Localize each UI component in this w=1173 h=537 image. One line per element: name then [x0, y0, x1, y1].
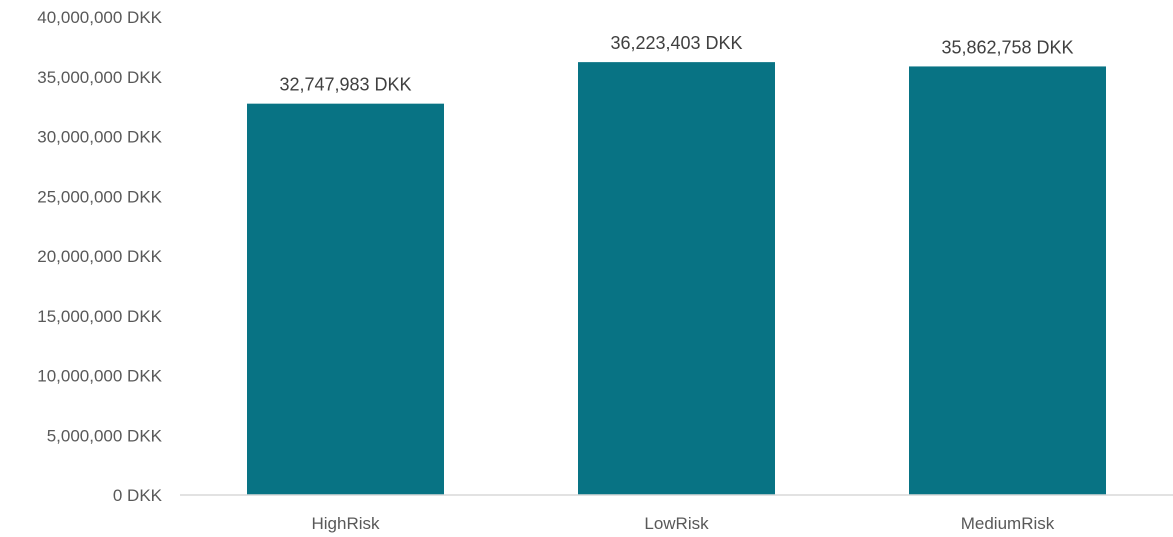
y-tick-label: 5,000,000 DKK — [47, 426, 163, 445]
y-tick-label: 40,000,000 DKK — [37, 8, 162, 27]
data-label: 36,223,403 DKK — [610, 33, 742, 53]
data-label: 35,862,758 DKK — [941, 37, 1073, 57]
y-tick-label: 15,000,000 DKK — [37, 307, 162, 326]
y-tick-label: 20,000,000 DKK — [37, 247, 162, 266]
y-tick-label: 0 DKK — [113, 486, 163, 505]
bar-mediumrisk — [909, 66, 1106, 496]
y-axis: 0 DKK 5,000,000 DKK 10,000,000 DKK 15,000,0… — [37, 8, 162, 505]
x-category-label: MediumRisk — [961, 514, 1055, 533]
y-tick-label: 30,000,000 DKK — [37, 128, 162, 147]
y-tick-label: 10,000,000 DKK — [37, 367, 162, 386]
x-axis: HighRisk LowRisk MediumRisk — [180, 494, 1173, 533]
y-tick-label: 25,000,000 DKK — [37, 187, 162, 206]
data-labels: 32,747,983 DKK 36,223,403 DKK 35,862,758 D… — [279, 33, 1073, 95]
bar-highrisk — [247, 103, 444, 495]
y-tick-label: 35,000,000 DKK — [37, 68, 162, 87]
data-label: 32,747,983 DKK — [279, 75, 411, 95]
x-category-label: HighRisk — [311, 514, 380, 533]
bars — [247, 62, 1106, 496]
bar-lowrisk — [578, 62, 775, 495]
x-category-label: LowRisk — [644, 514, 709, 533]
